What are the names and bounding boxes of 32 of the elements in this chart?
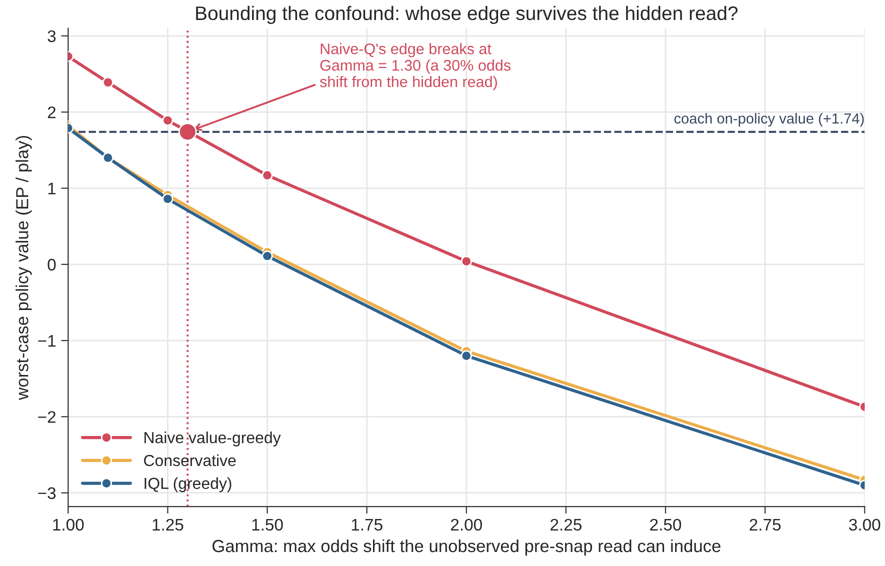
point (460, 256, 472, 267)
y-tick-label: −3 (38, 487, 56, 500)
point (162, 193, 174, 204)
x-axis-title: Gamma: max odds shift the unobserved pre-snap read can induce (212, 539, 720, 556)
y-tick-label: 1 (48, 182, 56, 194)
y-axis-title: worst-case policy value (EP / play) (16, 136, 32, 400)
legend-label: Naive value-greedy (144, 432, 281, 446)
x-tick-label: 1.50 (252, 518, 283, 531)
chart-title: Bounding the confound: whose edge survives the hidden read? (196, 6, 738, 24)
ref-line-label: coach on-policy value (+1.74) (674, 112, 864, 127)
x-tick-label: 2.75 (750, 518, 781, 531)
point (162, 114, 174, 126)
x-tick-label: 2.25 (550, 518, 582, 531)
y-tick-label: −2 (38, 411, 56, 423)
point (102, 76, 114, 88)
legend-label: Conservative (144, 454, 236, 466)
x-tick-label: 1.75 (352, 518, 382, 531)
y-tick-label: 0 (48, 258, 56, 271)
point (262, 170, 273, 181)
y-tick-label: 3 (48, 30, 56, 42)
point (262, 250, 273, 262)
point (460, 350, 472, 362)
annotation: Naive-Q's edge breaks at Gamma = 1.30 (a 30% odds shift from the hidden read) (320, 43, 511, 90)
y-tick-label: −1 (38, 335, 56, 347)
x-tick-label: 3.00 (849, 518, 880, 531)
x-tick-label: 1.00 (53, 518, 84, 531)
y-tick-label: 2 (48, 106, 56, 118)
x-tick-label: 2.50 (650, 518, 682, 531)
legend-label: IQL (greedy) (144, 477, 232, 492)
x-tick-label: 1.25 (152, 518, 184, 531)
x-tick-label: 2.00 (451, 518, 482, 531)
point (178, 122, 197, 142)
